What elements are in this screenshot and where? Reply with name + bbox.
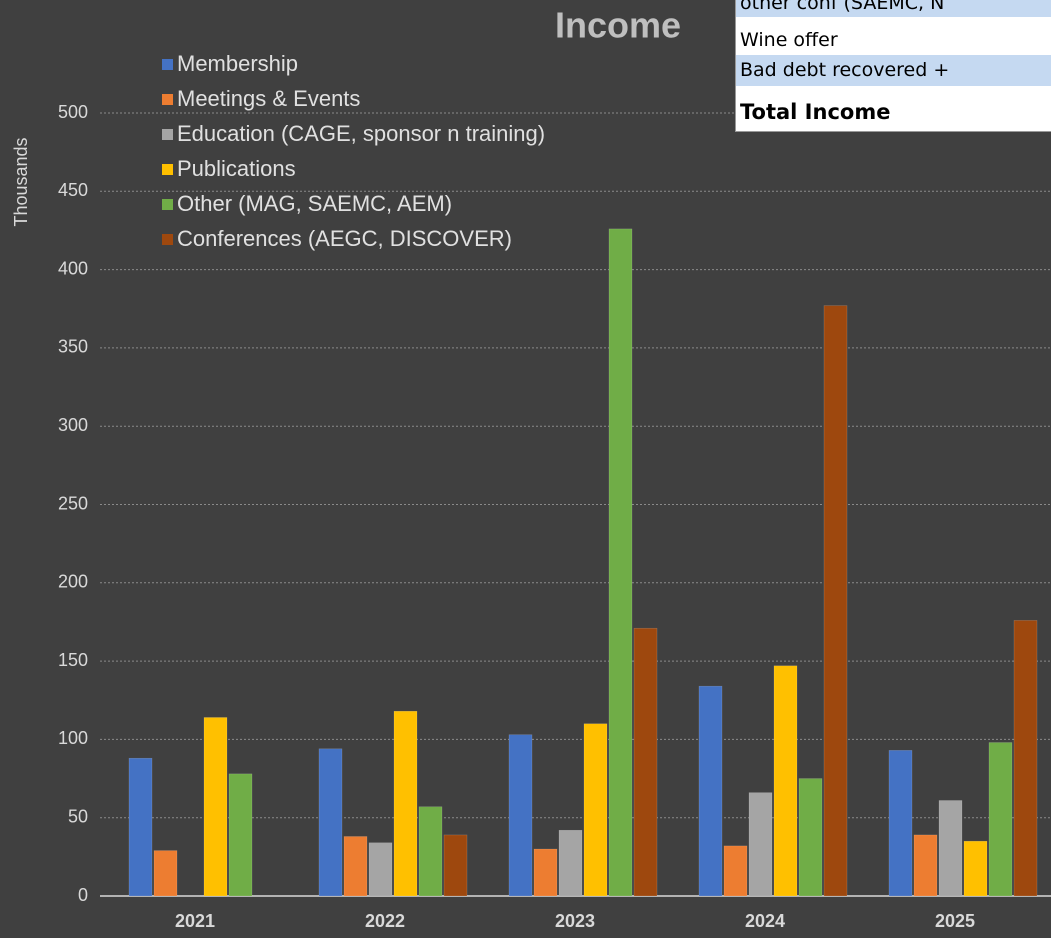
bar xyxy=(723,845,748,897)
bar xyxy=(533,848,558,897)
bar xyxy=(1013,620,1038,897)
y-tick-label: 200 xyxy=(58,572,88,592)
bar xyxy=(823,305,848,897)
bar xyxy=(913,834,938,897)
table-row: Wine offer xyxy=(740,29,838,51)
legend-label: Publications xyxy=(177,156,296,181)
legend-label: Meetings & Events xyxy=(177,86,360,111)
legend-swatch xyxy=(162,199,173,210)
y-tick-label: 0 xyxy=(78,885,88,905)
bar xyxy=(633,627,658,897)
bar xyxy=(963,840,988,897)
y-tick-label: 400 xyxy=(58,258,88,278)
x-tick-label: 2025 xyxy=(935,911,975,931)
legend-label: Conferences (AEGC, DISCOVER) xyxy=(177,226,512,251)
y-tick-label: 350 xyxy=(58,337,88,357)
bar xyxy=(393,710,418,897)
bar xyxy=(418,806,443,897)
table-row: Total Income xyxy=(740,100,891,124)
bar xyxy=(748,792,773,897)
bar xyxy=(128,757,153,897)
bar xyxy=(443,834,468,897)
y-tick-label: 300 xyxy=(58,415,88,435)
bar xyxy=(343,836,368,897)
table-row: Bad debt recovered + xyxy=(736,55,1051,86)
y-tick-label: 450 xyxy=(58,180,88,200)
y-tick-label: 500 xyxy=(58,102,88,122)
y-axis-label: Thousands xyxy=(11,137,31,226)
legend-swatch xyxy=(162,129,173,140)
y-tick-label: 150 xyxy=(58,650,88,670)
bar xyxy=(938,800,963,897)
legend-swatch xyxy=(162,59,173,70)
bar xyxy=(888,750,913,897)
y-tick-label: 250 xyxy=(58,493,88,513)
bar xyxy=(583,723,608,897)
legend-label: Other (MAG, SAEMC, AEM) xyxy=(177,191,452,216)
bar xyxy=(508,734,533,897)
legend-swatch xyxy=(162,234,173,245)
bar xyxy=(228,773,253,897)
legend-swatch xyxy=(162,164,173,175)
bar xyxy=(203,717,228,897)
bar xyxy=(698,685,723,897)
bar xyxy=(988,742,1013,897)
legend-label: Membership xyxy=(177,51,298,76)
bar xyxy=(608,228,633,897)
bar xyxy=(558,829,583,897)
x-tick-label: 2023 xyxy=(555,911,595,931)
legend-swatch xyxy=(162,94,173,105)
y-tick-label: 50 xyxy=(68,806,88,826)
chart-title: Income xyxy=(555,5,681,46)
bar xyxy=(153,850,178,897)
bar xyxy=(773,665,798,897)
x-tick-label: 2021 xyxy=(175,911,215,931)
y-tick-label: 100 xyxy=(58,728,88,748)
bar xyxy=(318,748,343,897)
x-tick-label: 2022 xyxy=(365,911,405,931)
legend-label: Education (CAGE, sponsor n training) xyxy=(177,121,545,146)
bar xyxy=(798,778,823,897)
overlay-table: other conf (SAEMC, N Wine offer Bad debt… xyxy=(735,0,1051,132)
table-row: other conf (SAEMC, N xyxy=(736,0,1051,17)
x-tick-label: 2024 xyxy=(745,911,785,931)
bar xyxy=(368,842,393,897)
